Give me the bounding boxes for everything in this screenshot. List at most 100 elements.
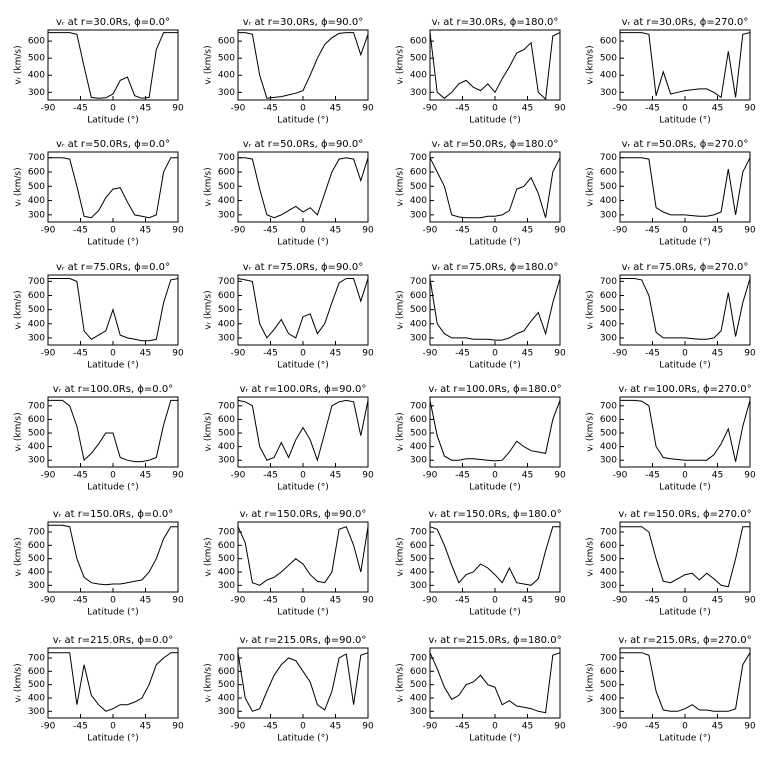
y-tick-label: 400 <box>28 71 45 81</box>
axes-frame <box>619 647 751 719</box>
x-axis-label: Latitude (°) <box>277 608 328 618</box>
y-axis-label: vᵣ (km/s) <box>14 167 24 206</box>
y-tick-label: 300 <box>218 333 235 343</box>
x-tick-label: -90 <box>231 722 246 732</box>
x-tick-label: 90 <box>172 471 184 481</box>
y-tick-label: 600 <box>600 415 617 425</box>
x-axis-label: Latitude (°) <box>469 361 520 371</box>
panel: vᵣ at r=215.0Rs, ϕ=0.0° -90 -45 0 45 90 300 400… <box>14 635 184 744</box>
x-tick-label: 0 <box>300 596 306 606</box>
x-axis-label: Latitude (°) <box>87 238 138 248</box>
data-line <box>48 652 178 712</box>
y-tick-label: 500 <box>218 429 235 439</box>
y-axis-label: vᵣ (km/s) <box>396 412 406 451</box>
x-tick-label: -45 <box>73 349 88 359</box>
x-tick-label: -90 <box>423 596 438 606</box>
x-tick-label: 0 <box>300 722 306 732</box>
data-line <box>48 32 178 99</box>
y-tick-label: 300 <box>28 333 45 343</box>
x-tick-label: 45 <box>712 226 723 236</box>
x-tick-label: 0 <box>682 596 688 606</box>
panel: vᵣ at r=75.0Rs, ϕ=180.0° -90 -45 0 45 90 300 40… <box>396 262 566 371</box>
y-tick-label: 600 <box>28 291 45 301</box>
axes-frame <box>429 151 561 223</box>
y-tick-label: 500 <box>410 305 427 315</box>
axes-frame <box>619 396 751 468</box>
y-tick-label: 400 <box>600 568 617 578</box>
x-tick-label: 90 <box>362 226 374 236</box>
x-axis-label: Latitude (°) <box>659 361 710 371</box>
y-tick-label: 500 <box>218 554 235 564</box>
y-tick-label: 600 <box>28 667 45 677</box>
y-tick-label: 500 <box>218 680 235 690</box>
y-tick-label: 400 <box>410 319 427 329</box>
panel-title: vᵣ at r=150.0Rs, ϕ=270.0° <box>618 509 751 520</box>
y-tick-label: 500 <box>28 554 45 564</box>
x-tick-label: 0 <box>492 596 498 606</box>
data-line <box>429 278 561 341</box>
data-line <box>620 278 751 340</box>
y-tick-label: 600 <box>218 415 235 425</box>
panel: vᵣ at r=30.0Rs, ϕ=90.0° -90 -45 0 45 90 300 400… <box>204 17 374 126</box>
data-line <box>237 652 369 712</box>
x-tick-label: 45 <box>140 104 151 114</box>
panel: vᵣ at r=75.0Rs, ϕ=90.0° -90 -45 0 45 90 300 400… <box>204 262 374 371</box>
panel-title: vᵣ at r=215.0Rs, ϕ=90.0° <box>240 635 367 646</box>
panel: vᵣ at r=30.0Rs, ϕ=270.0° -90 -45 0 45 90 300 40… <box>586 17 756 126</box>
y-tick-label: 500 <box>600 429 617 439</box>
panel-title: vᵣ at r=215.0Rs, ϕ=180.0° <box>428 635 561 646</box>
y-tick-label: 700 <box>28 401 45 411</box>
y-tick-label: 700 <box>218 401 235 411</box>
y-axis-label: vᵣ (km/s) <box>396 290 406 329</box>
y-axis-label: vᵣ (km/s) <box>14 412 24 451</box>
x-tick-label: 90 <box>362 104 374 114</box>
y-tick-label: 300 <box>410 210 427 220</box>
y-tick-label: 500 <box>410 554 427 564</box>
x-tick-label: 45 <box>522 226 533 236</box>
y-tick-label: 300 <box>600 210 617 220</box>
y-tick-label: 300 <box>410 88 427 98</box>
y-tick-label: 400 <box>410 568 427 578</box>
y-axis-label: vᵣ (km/s) <box>396 45 406 84</box>
y-tick-label: 400 <box>218 694 235 704</box>
x-tick-label: -90 <box>41 722 56 732</box>
x-tick-label: 0 <box>492 226 498 236</box>
axes-frame <box>429 274 561 346</box>
y-tick-label: 700 <box>218 153 235 163</box>
y-axis-label: vᵣ (km/s) <box>204 290 214 329</box>
y-tick-label: 300 <box>28 88 45 98</box>
x-tick-label: -90 <box>41 104 56 114</box>
y-tick-label: 300 <box>600 88 617 98</box>
axes-frame <box>619 521 751 593</box>
x-tick-label: 90 <box>172 722 184 732</box>
y-tick-label: 300 <box>410 707 427 717</box>
x-tick-label: 90 <box>362 722 374 732</box>
axes-frame <box>47 151 179 223</box>
x-tick-label: 0 <box>110 104 116 114</box>
y-axis-label: vᵣ (km/s) <box>14 537 24 576</box>
x-axis-label: Latitude (°) <box>87 116 138 126</box>
x-tick-label: -45 <box>645 104 660 114</box>
x-tick-label: -45 <box>455 226 470 236</box>
y-tick-label: 700 <box>600 528 617 538</box>
x-tick-label: 45 <box>140 349 151 359</box>
panel: vᵣ at r=100.0Rs, ϕ=90.0° -90 -45 0 45 90 300 40… <box>204 384 374 493</box>
x-tick-label: -45 <box>73 596 88 606</box>
y-tick-label: 400 <box>600 319 617 329</box>
x-tick-label: 45 <box>330 596 341 606</box>
x-tick-label: 90 <box>744 226 756 236</box>
y-tick-label: 600 <box>410 291 427 301</box>
x-axis-label: Latitude (°) <box>469 483 520 493</box>
y-axis-label: vᵣ (km/s) <box>396 663 406 702</box>
y-tick-label: 700 <box>410 654 427 664</box>
y-axis-label: vᵣ (km/s) <box>396 167 406 206</box>
y-tick-label: 500 <box>600 54 617 64</box>
panel: vᵣ at r=50.0Rs, ϕ=0.0° -90 -45 0 45 90 300 400 5… <box>14 139 184 248</box>
y-tick-label: 700 <box>218 654 235 664</box>
x-tick-label: 45 <box>522 104 533 114</box>
y-tick-label: 600 <box>28 541 45 551</box>
x-tick-label: -90 <box>423 104 438 114</box>
y-tick-label: 300 <box>218 707 235 717</box>
x-tick-label: -45 <box>645 226 660 236</box>
x-axis-label: Latitude (°) <box>87 361 138 371</box>
